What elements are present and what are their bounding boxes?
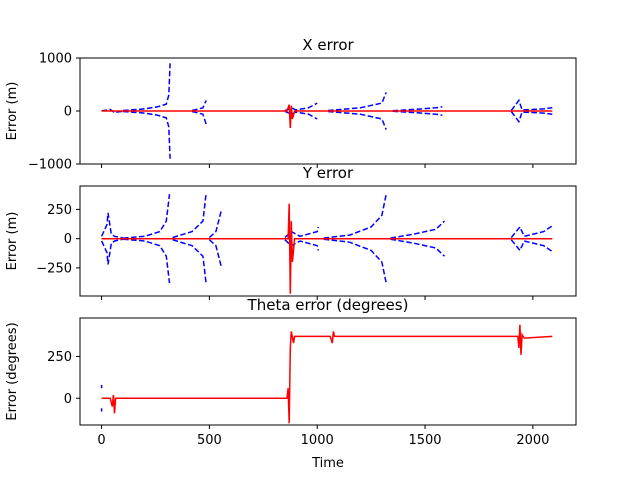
subplot-title: Theta error (degrees) — [247, 296, 409, 314]
series-1-segment-10 — [392, 106, 443, 112]
axes-frame — [79, 185, 577, 297]
series-1-segment-10 — [284, 239, 320, 251]
y-tick-label: −1000 — [28, 158, 72, 173]
series-1-segment-8 — [327, 92, 387, 112]
series-2-segment-1 — [101, 324, 553, 424]
series-1-segment-13 — [390, 220, 446, 239]
x-tick-label: 1000 — [301, 433, 334, 448]
series-1-segment-1 — [100, 212, 124, 239]
series-2-segment-1 — [101, 104, 553, 129]
series-1-segment-5 — [172, 192, 207, 239]
series-1-segment-8 — [208, 239, 223, 267]
subplot-1: −1000 0 1000 X error Error (m) — [5, 36, 577, 173]
subplot-2: −250 0 250 Y error Error (m) — [5, 164, 577, 300]
series-1-segment-3 — [123, 194, 171, 239]
series-1-segment-11 — [323, 194, 387, 239]
y-axis-label: Error (m) — [5, 82, 20, 141]
y-tick-label: 250 — [47, 350, 72, 365]
series-1-segment-5 — [191, 110, 207, 125]
series-1-segment-4 — [123, 238, 171, 284]
subplot-title: Y error — [302, 164, 354, 182]
series-1-segment-2 — [123, 63, 171, 112]
series-1-segment-7 — [208, 210, 223, 239]
subplot-title: X error — [302, 36, 354, 54]
series-1-segment-3 — [123, 110, 171, 159]
y-tick-label: 0 — [64, 392, 72, 407]
series-1-segment-6 — [172, 239, 207, 285]
series-1-segment-15 — [510, 225, 553, 238]
y-tick-label: 250 — [47, 203, 72, 218]
series-1-segment-9 — [284, 226, 320, 239]
series-1-segment-12 — [510, 98, 553, 111]
series-1-segment-11 — [392, 110, 443, 116]
series-1-segment-2 — [100, 238, 124, 265]
y-tick-label: 1000 — [39, 52, 72, 67]
y-tick-label: 0 — [64, 232, 72, 247]
series-group — [100, 192, 553, 294]
x-tick-label: 1500 — [408, 433, 441, 448]
axes-frame — [79, 317, 577, 426]
series-1-segment-12 — [323, 238, 387, 284]
y-tick-label: −250 — [36, 261, 72, 276]
x-tick-label: 500 — [197, 433, 222, 448]
series-1-segment-4 — [191, 100, 207, 112]
series-group — [100, 324, 553, 424]
y-tick-label: 0 — [64, 105, 72, 120]
series-group — [101, 63, 553, 159]
series-1-segment-14 — [390, 238, 446, 257]
x-tick-label: 0 — [97, 433, 105, 448]
series-1-segment-13 — [510, 111, 553, 124]
y-axis-label: Error (m) — [5, 212, 20, 271]
x-tick-label: 2000 — [516, 433, 549, 448]
subplot-3: 0 250 0 500 1000 1500 2000 Theta error (degrees… — [5, 296, 577, 471]
series-1-segment-16 — [510, 239, 553, 253]
series-2-segment-1 — [101, 203, 553, 294]
x-axis-label: Time — [311, 456, 344, 471]
series-1-segment-9 — [327, 110, 387, 130]
y-axis-label: Error (degrees) — [5, 322, 20, 420]
